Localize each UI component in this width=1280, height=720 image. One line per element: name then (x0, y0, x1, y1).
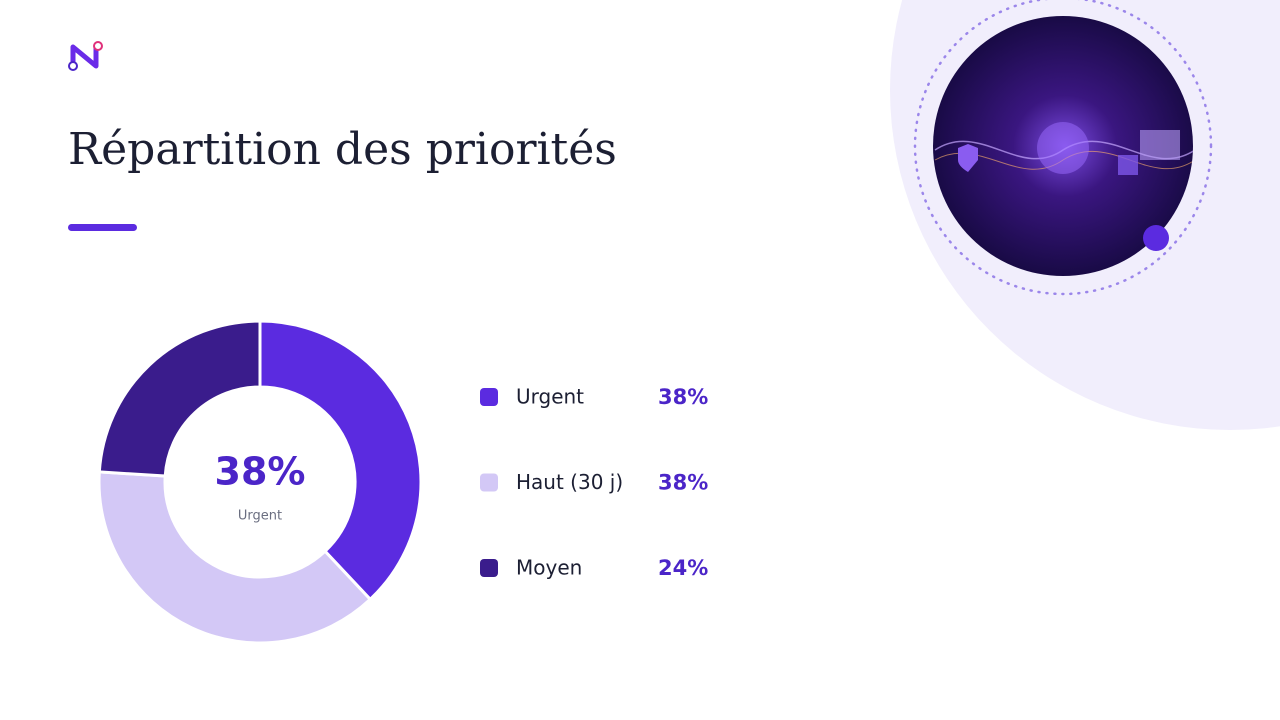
center-label: Urgent (238, 509, 282, 524)
donut-segment (97, 470, 373, 645)
legend-label: Moyen (516, 556, 582, 580)
legend-swatch (480, 559, 498, 577)
chart-title: Répartition des priorités (68, 124, 617, 175)
accent-bar (68, 224, 137, 231)
decor-dot (1143, 225, 1169, 251)
legend-value: 38% (658, 385, 708, 409)
donut-segment (258, 319, 423, 602)
legend-label: Urgent (516, 385, 584, 409)
legend-value: 24% (658, 556, 708, 580)
donut-segment (97, 319, 262, 478)
legend-value: 38% (658, 471, 708, 495)
legend-swatch (480, 388, 498, 406)
legend-swatch (480, 473, 498, 492)
center-value: 38% (215, 450, 306, 494)
dotted-ring (913, 0, 1213, 296)
legend-label: Haut (30 j) (516, 470, 623, 494)
logo (68, 41, 103, 71)
